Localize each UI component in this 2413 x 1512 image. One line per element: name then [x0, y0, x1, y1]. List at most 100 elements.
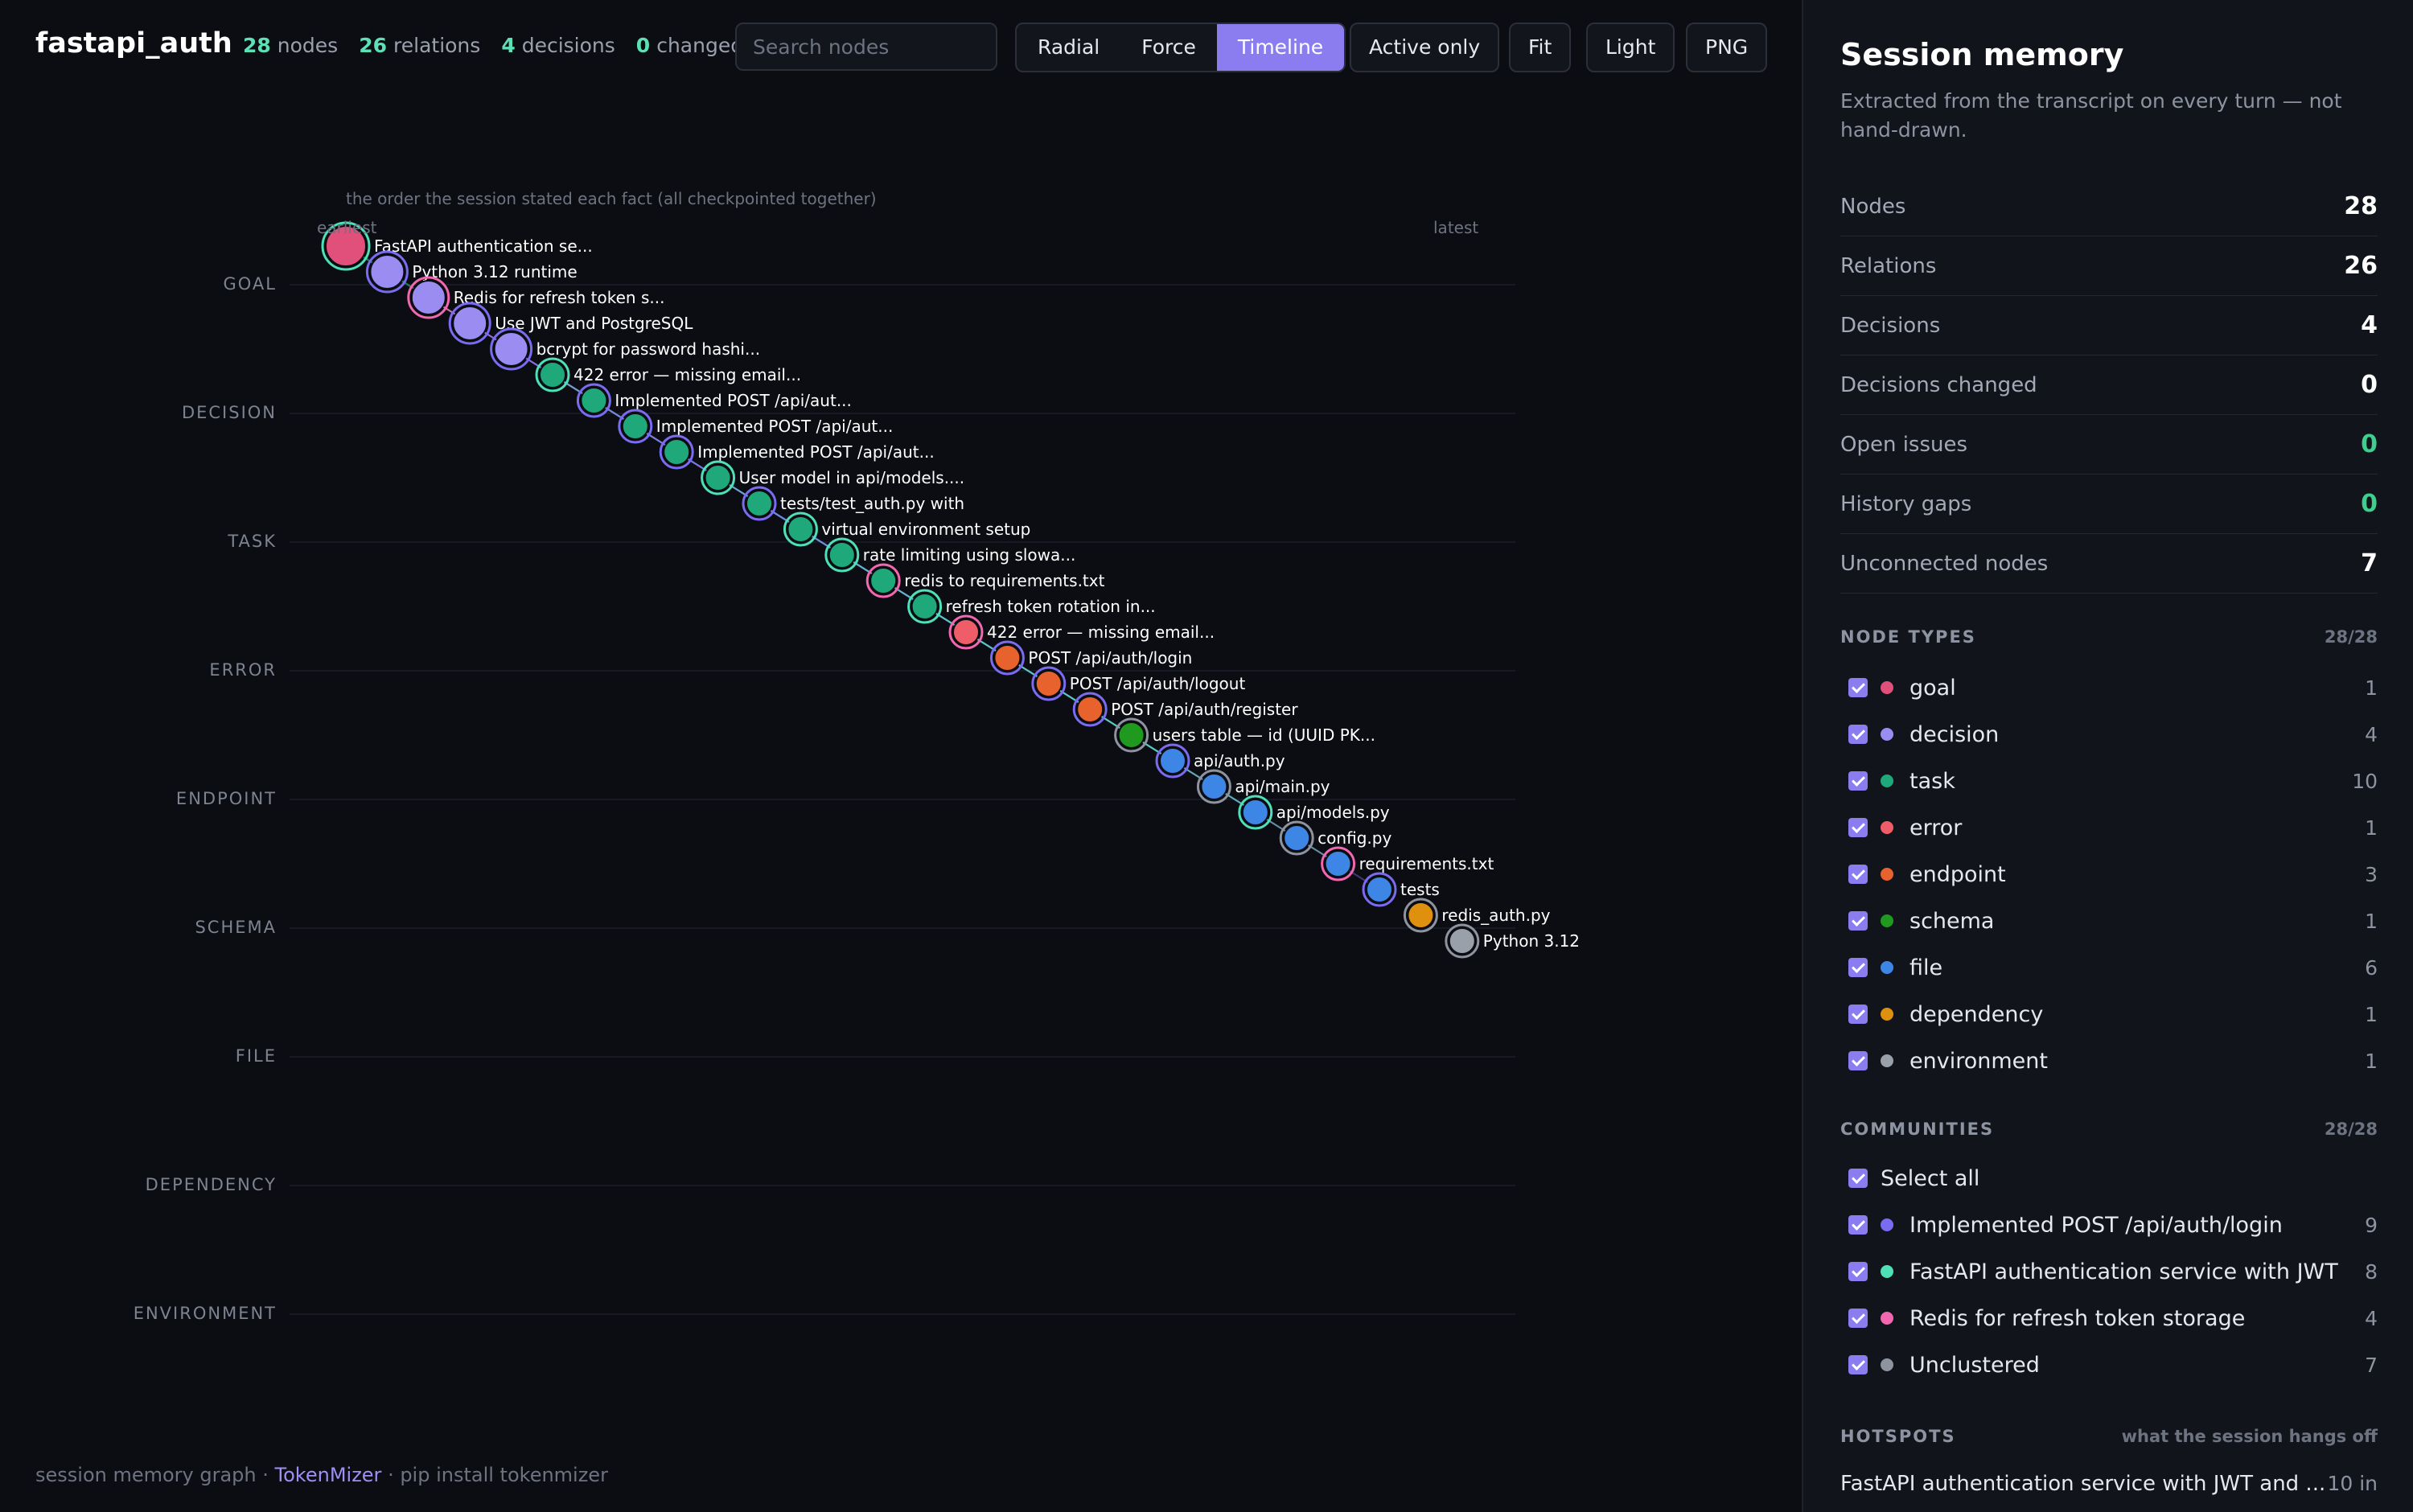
graph-node-dependency[interactable]: redis_auth.py	[1403, 898, 1551, 933]
node-circle[interactable]	[1159, 747, 1186, 774]
node-circle[interactable]	[1034, 670, 1063, 697]
graph-node-task[interactable]: redis to requirements.txt	[865, 563, 1105, 598]
node-circle[interactable]	[580, 387, 608, 414]
node-circle[interactable]	[410, 280, 446, 315]
node-type-file[interactable]: file 6	[1848, 944, 2378, 991]
node-circle[interactable]	[1200, 773, 1228, 800]
graph-node-task[interactable]: User model in api/models....	[701, 460, 965, 495]
graph-node-task[interactable]: rate limiting using slowa...	[824, 537, 1076, 573]
community-implemented-login[interactable]: Implemented POST /api/auth/login 9	[1848, 1202, 2378, 1248]
node-circle[interactable]	[952, 618, 980, 646]
node-circle[interactable]	[539, 361, 566, 388]
node-circle[interactable]	[369, 254, 405, 290]
checkbox-icon[interactable]	[1848, 1051, 1868, 1070]
layout-timeline-button[interactable]: Timeline	[1216, 24, 1345, 71]
stat-nodes: 28 nodes	[243, 34, 339, 57]
node-community-ring	[576, 383, 611, 418]
checkbox-icon[interactable]	[1848, 865, 1868, 884]
graph-node-task[interactable]: refresh token rotation in...	[907, 589, 1156, 624]
node-circle[interactable]	[325, 225, 367, 267]
node-circle[interactable]	[787, 516, 815, 543]
checkbox-icon[interactable]	[1848, 1355, 1868, 1374]
node-type-decision[interactable]: decision 4	[1848, 711, 2378, 758]
checkbox-icon[interactable]	[1848, 1005, 1868, 1024]
node-type-goal[interactable]: goal 1	[1848, 664, 2378, 711]
node-circle[interactable]	[1076, 696, 1104, 723]
checkbox-icon[interactable]	[1848, 818, 1868, 837]
tokenmizer-link[interactable]: TokenMizer	[274, 1464, 382, 1486]
node-circle[interactable]	[1117, 721, 1145, 749]
community-unclustered[interactable]: Unclustered 7	[1848, 1341, 2378, 1388]
community-fastapi-auth[interactable]: FastAPI authentication service with JWT 8	[1848, 1248, 2378, 1295]
node-circle[interactable]	[1407, 902, 1435, 929]
graph-node-task[interactable]: Implemented POST /api/aut...	[618, 409, 894, 444]
layout-radial-button[interactable]: Radial	[1038, 35, 1100, 59]
node-circle[interactable]	[1448, 927, 1476, 955]
fit-button[interactable]: Fit	[1509, 23, 1572, 72]
export-png-button[interactable]: PNG	[1686, 23, 1768, 72]
node-types-list: goal 1 decision 4 task 10 error 1 endpoint 3 …	[1848, 664, 2378, 1084]
footer: session memory graph · TokenMizer · pip …	[35, 1464, 608, 1486]
node-circle[interactable]	[621, 413, 649, 440]
graph-node-decision[interactable]: Redis for refresh token s...	[407, 276, 665, 319]
graph-node-decision[interactable]: Python 3.12 runtime	[365, 250, 578, 294]
community-redis[interactable]: Redis for refresh token storage 4	[1848, 1295, 2378, 1341]
graph-node-file[interactable]: tests	[1362, 872, 1440, 907]
node-circle[interactable]	[746, 490, 773, 517]
node-circle[interactable]	[993, 644, 1022, 672]
graph-node-goal[interactable]: FastAPI authentication se...	[321, 221, 593, 271]
graph-node-decision[interactable]: Use JWT and PostgreSQL	[448, 302, 693, 345]
node-type-environment[interactable]: environment 1	[1848, 1037, 2378, 1084]
theme-toggle-button[interactable]: Light	[1586, 23, 1675, 72]
hotspot-item[interactable]: FastAPI authentication service with JWT …	[1840, 1472, 2378, 1496]
graph-node-file[interactable]: requirements.txt	[1321, 846, 1494, 881]
node-circle[interactable]	[869, 567, 898, 594]
node-type-dependency[interactable]: dependency 1	[1848, 991, 2378, 1037]
checkbox-icon[interactable]	[1848, 1262, 1868, 1281]
graph-node-error[interactable]: 422 error — missing email...	[948, 614, 1215, 650]
node-type-task[interactable]: task 10	[1848, 758, 2378, 804]
node-type-endpoint[interactable]: endpoint 3	[1848, 851, 2378, 898]
graph-node-task[interactable]: virtual environment setup	[783, 512, 1030, 547]
graph-node-schema[interactable]: users table — id (UUID PK...	[1114, 717, 1375, 753]
active-only-button[interactable]: Active only	[1350, 23, 1500, 72]
node-circle[interactable]	[452, 306, 488, 341]
graph-node-file[interactable]: api/auth.py	[1155, 743, 1285, 779]
node-circle[interactable]	[493, 331, 529, 367]
search-input[interactable]	[735, 23, 997, 71]
checkbox-icon[interactable]	[1848, 1169, 1868, 1188]
node-circle[interactable]	[704, 464, 732, 491]
node-circle[interactable]	[663, 438, 691, 466]
checkbox-icon[interactable]	[1848, 771, 1868, 791]
graph-node-endpoint[interactable]: POST /api/auth/login	[989, 640, 1192, 676]
graph-node-file[interactable]: config.py	[1279, 820, 1391, 856]
graph-node-task[interactable]: 422 error — missing email...	[535, 357, 801, 392]
graph-node-endpoint[interactable]: POST /api/auth/logout	[1031, 666, 1246, 701]
checkbox-icon[interactable]	[1848, 1215, 1868, 1235]
type-color-dot	[1881, 821, 1893, 834]
node-circle[interactable]	[911, 593, 939, 620]
graph-node-task[interactable]: Implemented POST /api/aut...	[659, 434, 935, 470]
node-circle[interactable]	[828, 541, 856, 569]
graph-node-environment[interactable]: Python 3.12	[1445, 923, 1580, 959]
checkbox-icon[interactable]	[1848, 678, 1868, 697]
graph-node-endpoint[interactable]: POST /api/auth/register	[1072, 692, 1298, 727]
graph-node-file[interactable]: api/models.py	[1238, 795, 1390, 830]
node-circle[interactable]	[1283, 824, 1311, 852]
checkbox-icon[interactable]	[1848, 911, 1868, 931]
node-type-error[interactable]: error 1	[1848, 804, 2378, 851]
checkbox-icon[interactable]	[1848, 958, 1868, 977]
checkbox-icon[interactable]	[1848, 725, 1868, 744]
node-type-schema[interactable]: schema 1	[1848, 898, 2378, 944]
node-circle[interactable]	[1241, 799, 1269, 826]
timeline-graph[interactable]: GOAL DECISION TASK ERROR ENDPOINT SCHEMA FILE D…	[0, 97, 1802, 1432]
graph-node-file[interactable]: api/main.py	[1196, 769, 1330, 804]
graph-node-task[interactable]: tests/test_auth.py with	[742, 486, 964, 521]
node-circle[interactable]	[1366, 876, 1393, 903]
layout-force-button[interactable]: Force	[1141, 35, 1196, 59]
graph-node-decision[interactable]: bcrypt for password hashi...	[490, 327, 760, 371]
checkbox-icon[interactable]	[1848, 1309, 1868, 1328]
graph-node-task[interactable]: Implemented POST /api/aut...	[576, 383, 852, 418]
node-circle[interactable]	[1324, 850, 1352, 877]
community-select-all[interactable]: Select all	[1848, 1155, 2378, 1202]
